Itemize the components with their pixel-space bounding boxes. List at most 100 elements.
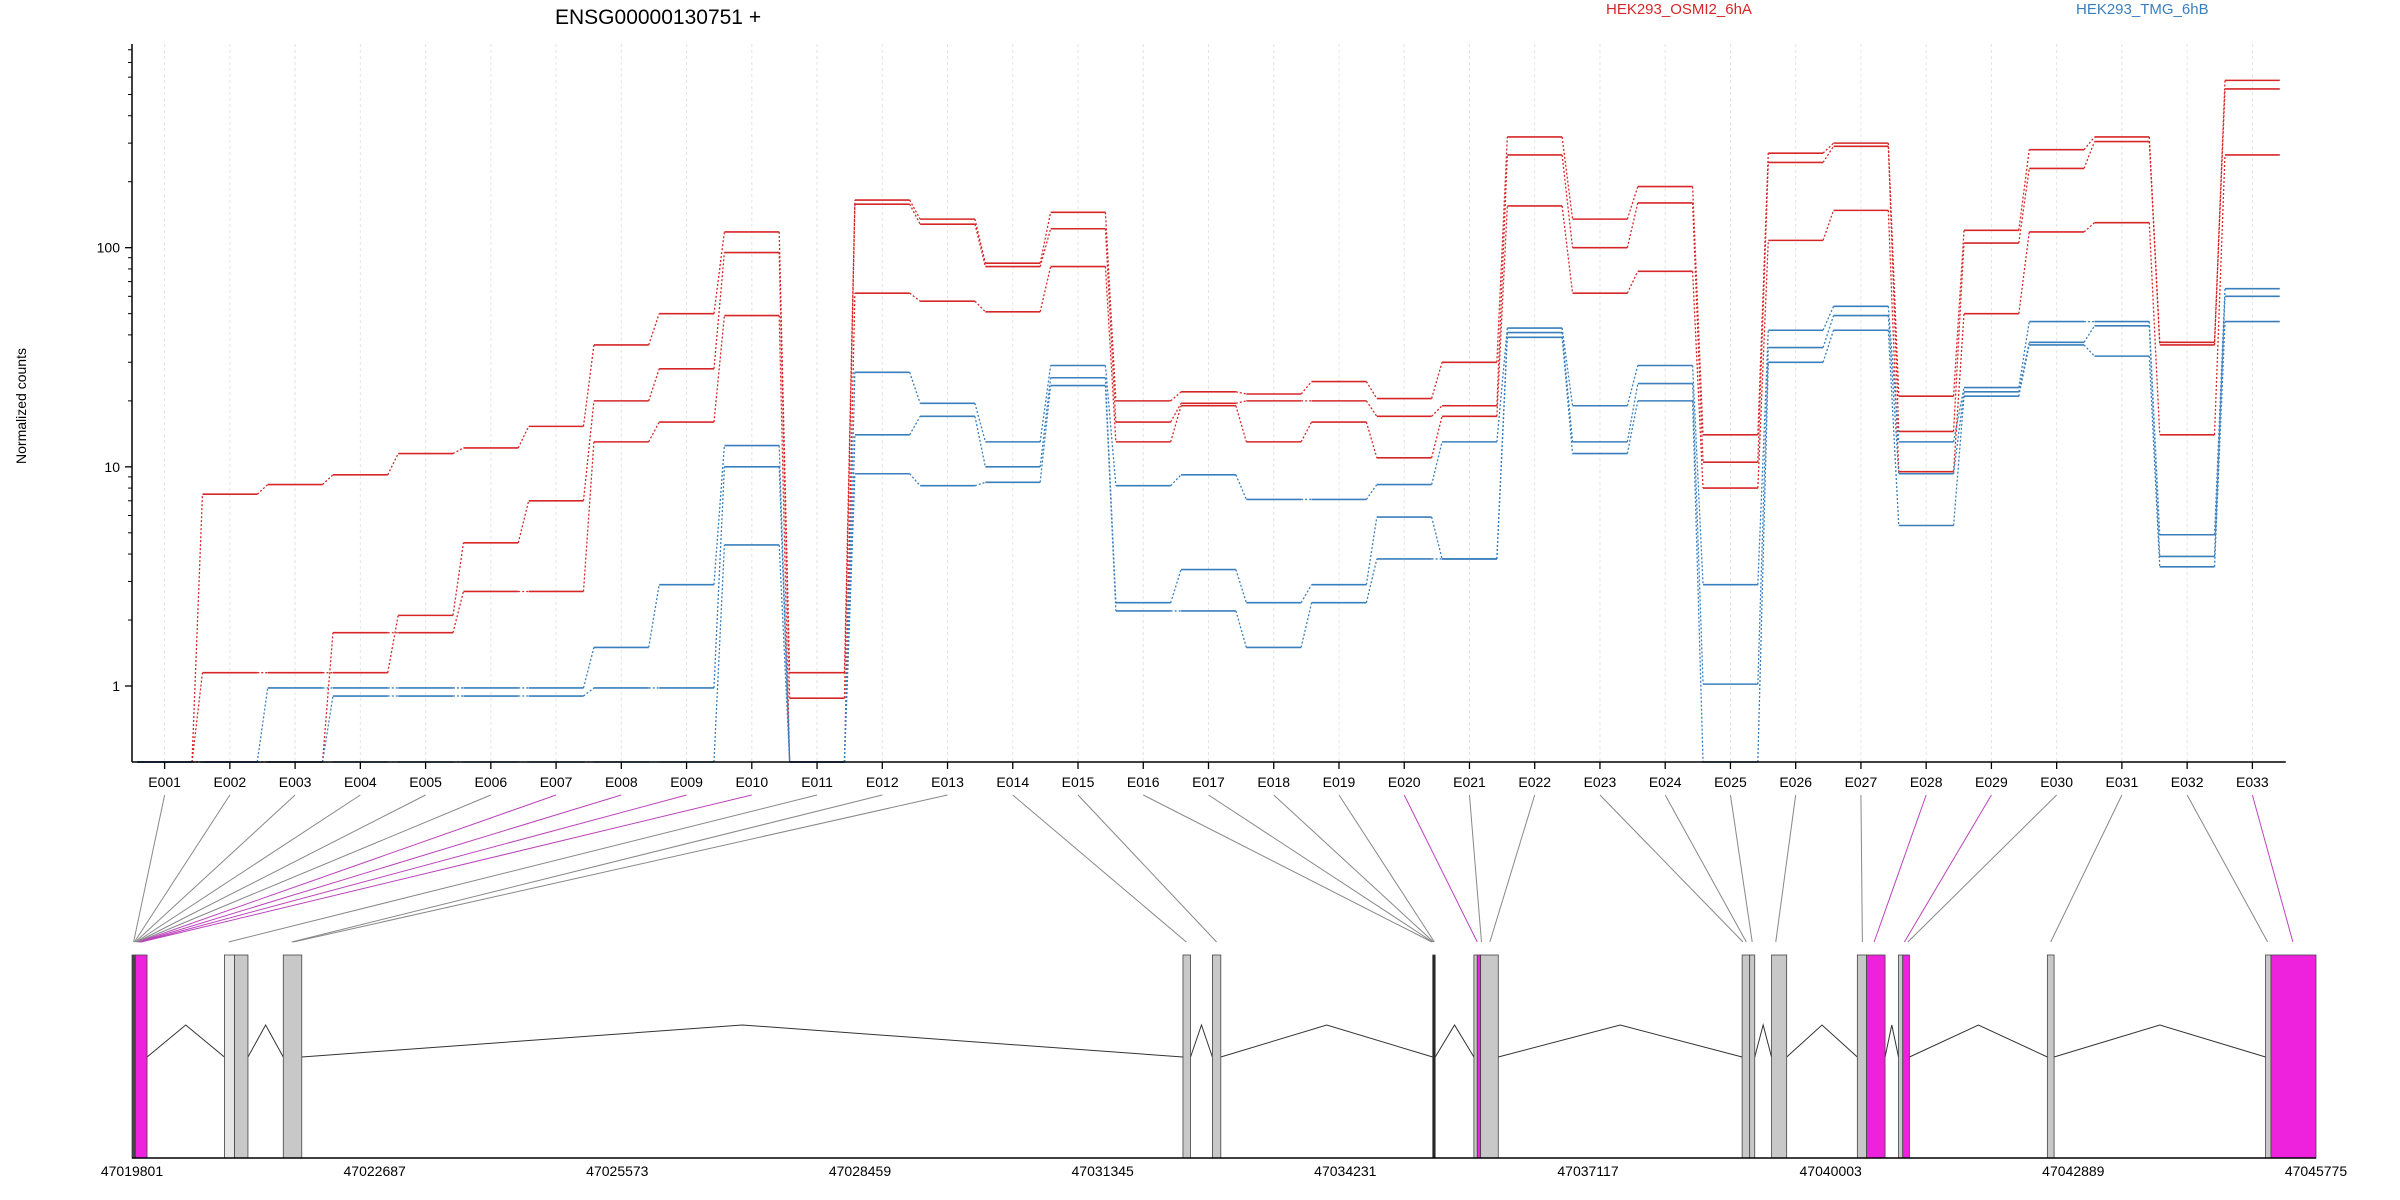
series-6-link-14 — [1039, 385, 1052, 483]
series-3-link-17 — [1235, 405, 1247, 443]
series-4-link-10 — [778, 445, 791, 763]
connector-E029 — [1903, 794, 1992, 943]
exon-label-E008: E008 — [605, 774, 638, 790]
series-1-link-28 — [1952, 230, 1965, 397]
series-6-link-15 — [1104, 385, 1117, 611]
exon-block-1 — [131, 954, 136, 1159]
series-5-link-25 — [1757, 347, 1769, 685]
series-3-link-26 — [1822, 210, 1835, 241]
series-4-link-29 — [2018, 321, 2030, 388]
series-4-link-25 — [1757, 330, 1769, 585]
exon-block-9 — [1473, 954, 1478, 1159]
connector-E004 — [135, 794, 361, 943]
series-1-link-5 — [452, 447, 464, 455]
series-3-link-21 — [1496, 205, 1508, 417]
intron-junction-8 — [1754, 1023, 1773, 1058]
exon-labels: E001 E002 E003 E004 E005 E006 E007 E008 E009 E010… — [148, 762, 2269, 790]
intron-junction-1 — [146, 1024, 225, 1058]
exon-block-5 — [282, 954, 303, 1159]
connector-E022 — [1489, 794, 1536, 943]
series-3-link-13 — [974, 300, 986, 313]
series-2-link-1 — [191, 672, 204, 763]
series-5-link-30 — [2083, 325, 2096, 343]
exon-label-E004: E004 — [344, 774, 377, 790]
series-1-link-19 — [1365, 381, 1378, 399]
series-2-link-5 — [452, 542, 465, 616]
connector-E010 — [141, 794, 752, 943]
series-5-link-32 — [2213, 296, 2226, 557]
series-2-link-22 — [1561, 154, 1574, 248]
exon-block-3 — [224, 954, 235, 1159]
series-6-link-12 — [909, 473, 921, 487]
series-1-link-22 — [1561, 136, 1574, 220]
series-6-link-10 — [778, 544, 791, 763]
connector-E009 — [140, 794, 687, 943]
series-5-link-18 — [1300, 584, 1313, 603]
series-1-link-17 — [1235, 391, 1247, 395]
series-5-link-20 — [1430, 516, 1443, 560]
exon-block-6 — [1182, 954, 1191, 1159]
coordinate-label-2: 47022687 — [344, 1163, 407, 1179]
coordinate-label-5: 47031345 — [1072, 1163, 1135, 1179]
exon-block-12 — [1741, 954, 1751, 1159]
connector-E024 — [1664, 794, 1747, 943]
intron-junction-12 — [2053, 1024, 2266, 1058]
connector-E026 — [1775, 794, 1797, 943]
exon-label-E014: E014 — [996, 774, 1029, 790]
series-2-link-26 — [1822, 145, 1835, 163]
series-3-link-20 — [1430, 416, 1443, 458]
series-2-link-28 — [1952, 243, 1965, 432]
series-5-link-28 — [1952, 391, 1965, 474]
exon-label-E005: E005 — [409, 774, 442, 790]
series-6-link-22 — [1561, 337, 1574, 454]
legend-entry-tmg: HEK293_TMG_6hB — [2076, 1, 2209, 18]
series-3-link-8 — [648, 421, 660, 443]
exon-label-E015: E015 — [1062, 774, 1095, 790]
exon-label-E031: E031 — [2106, 774, 2139, 790]
y-axis-label: Normalized counts — [13, 348, 29, 464]
series-6-link-30 — [2083, 344, 2095, 357]
series-4-link-9 — [713, 445, 726, 585]
series-2-link-4 — [387, 615, 399, 673]
coordinate-label-1: 47019801 — [101, 1163, 164, 1179]
series-2-link-12 — [909, 203, 921, 225]
series-2-link-25 — [1757, 162, 1769, 463]
series-1-link-18 — [1300, 381, 1313, 395]
intron-junction-10 — [1884, 1024, 1900, 1058]
series-2-link-19 — [1365, 400, 1378, 417]
connector-E016 — [1143, 794, 1433, 943]
exon-label-E027: E027 — [1845, 774, 1878, 790]
series-6-link-19 — [1365, 558, 1378, 603]
series-5-link-13 — [974, 416, 987, 467]
series-5-link-7 — [583, 687, 595, 697]
series-1-link-12 — [909, 199, 921, 220]
series-1-link-15 — [1104, 212, 1117, 401]
connector-E017 — [1208, 794, 1433, 943]
series-3-link-5 — [452, 591, 465, 633]
exon-label-E024: E024 — [1649, 774, 1682, 790]
series-1-link-2 — [256, 484, 269, 495]
exon-label-E011: E011 — [801, 774, 833, 790]
series-4-link-21 — [1496, 327, 1508, 442]
series-3-link-12 — [909, 292, 921, 302]
connector-E033 — [2251, 794, 2294, 943]
series-4-link-16 — [1170, 474, 1182, 487]
series-5-link-19 — [1365, 516, 1378, 585]
series-2-link-23 — [1626, 202, 1639, 248]
intron-junction-4 — [1190, 1023, 1213, 1058]
connector-E011 — [228, 794, 818, 943]
exon-label-E026: E026 — [1779, 774, 1812, 790]
connector-E006 — [137, 794, 492, 943]
exon-block-18 — [1902, 954, 1910, 1159]
series-2-link-21 — [1496, 154, 1508, 406]
series-3-link-15 — [1104, 266, 1117, 442]
series-4-link-20 — [1430, 441, 1443, 485]
series-4-link-27 — [1887, 306, 1900, 442]
series-3-link-30 — [2083, 222, 2095, 233]
series-4-link-17 — [1235, 474, 1247, 500]
series-3-link-9 — [713, 315, 726, 423]
series-3-link-23 — [1626, 271, 1639, 294]
series-4-link-31 — [2148, 321, 2161, 535]
connector-E007 — [138, 794, 557, 943]
series-5-link-29 — [2018, 342, 2030, 392]
